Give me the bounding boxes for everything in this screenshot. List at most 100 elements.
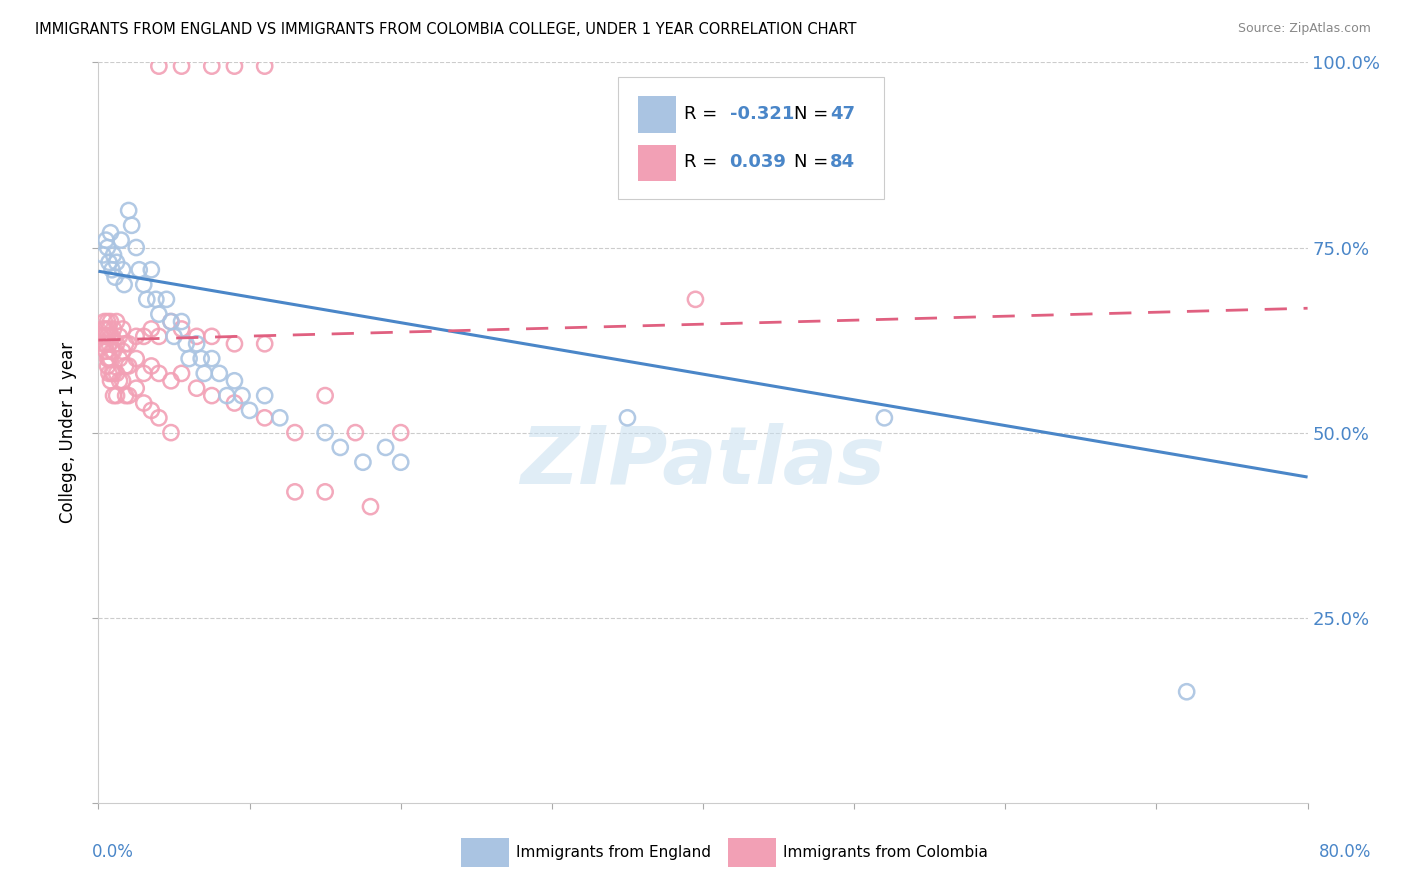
Point [93,329,115,343]
Point [148,367,170,381]
Text: ZIPatlas: ZIPatlas [520,423,886,501]
Point [360,500,382,514]
Point [132,396,155,410]
Point [284,425,307,440]
Point [155,293,177,307]
Text: N =: N = [793,105,834,123]
Point [103,344,125,359]
Point [103,322,125,336]
Point [186,381,208,395]
Point [128,262,150,277]
Point [253,388,276,402]
Point [389,425,412,440]
Point [96,314,118,328]
Point [118,203,141,218]
Point [201,388,224,402]
Point [91,336,114,351]
Point [96,329,118,343]
Point [96,351,118,366]
Point [148,307,170,321]
Text: 0.0%: 0.0% [91,843,134,861]
Text: R =: R = [683,153,723,171]
Point [94,233,117,247]
Point [125,240,148,255]
Point [231,388,253,402]
Text: 84: 84 [830,153,855,171]
Point [100,314,122,328]
Text: 80.0%: 80.0% [1319,843,1371,861]
Point [389,455,412,469]
Point [170,367,193,381]
Point [148,410,170,425]
Point [145,293,167,307]
Y-axis label: College, Under 1 year: College, Under 1 year [59,342,77,524]
Point [105,336,128,351]
Point [100,351,122,366]
Text: 0.039: 0.039 [730,153,786,171]
Point [98,367,121,381]
Text: 47: 47 [830,105,855,123]
Point [100,226,122,240]
Point [101,262,124,277]
Point [201,59,224,73]
Point [193,367,215,381]
Point [132,277,155,292]
FancyBboxPatch shape [619,78,884,200]
FancyBboxPatch shape [638,145,676,181]
Point [98,322,121,336]
Point [186,336,208,351]
Point [314,484,336,499]
Point [329,441,352,455]
Point [101,344,124,359]
Point [125,381,148,395]
Text: Immigrants from England: Immigrants from England [516,846,711,860]
Point [160,314,183,328]
Point [170,59,193,73]
Point [100,374,122,388]
Point [108,351,131,366]
Point [269,410,291,425]
Text: R =: R = [683,105,723,123]
Point [98,351,121,366]
Point [105,367,128,381]
Point [163,329,186,343]
Point [201,351,224,366]
Text: IMMIGRANTS FROM ENGLAND VS IMMIGRANTS FROM COLOMBIA COLLEGE, UNDER 1 YEAR CORREL: IMMIGRANTS FROM ENGLAND VS IMMIGRANTS FR… [35,22,856,37]
Point [103,248,125,262]
Point [114,359,136,373]
Point [179,351,201,366]
Point [224,374,246,388]
Point [141,403,163,417]
Point [352,455,374,469]
Point [239,403,262,417]
Point [208,367,231,381]
Point [93,314,115,328]
Point [135,293,157,307]
Point [148,59,170,73]
Point [105,388,128,402]
Point [253,410,276,425]
Point [616,410,638,425]
Point [94,344,117,359]
Point [110,233,132,247]
Point [125,329,148,343]
Point [104,270,127,285]
Point [174,336,197,351]
Point [108,329,131,343]
Point [374,441,396,455]
Point [132,329,155,343]
Point [103,388,125,402]
Point [1175,685,1198,699]
Point [121,219,143,233]
Point [224,59,246,73]
Point [685,293,707,307]
Point [111,374,134,388]
Point [111,262,134,277]
Point [112,277,135,292]
Point [118,336,141,351]
Point [111,344,134,359]
Point [190,351,212,366]
Point [91,322,114,336]
Text: Immigrants from Colombia: Immigrants from Colombia [783,846,988,860]
Point [111,322,134,336]
